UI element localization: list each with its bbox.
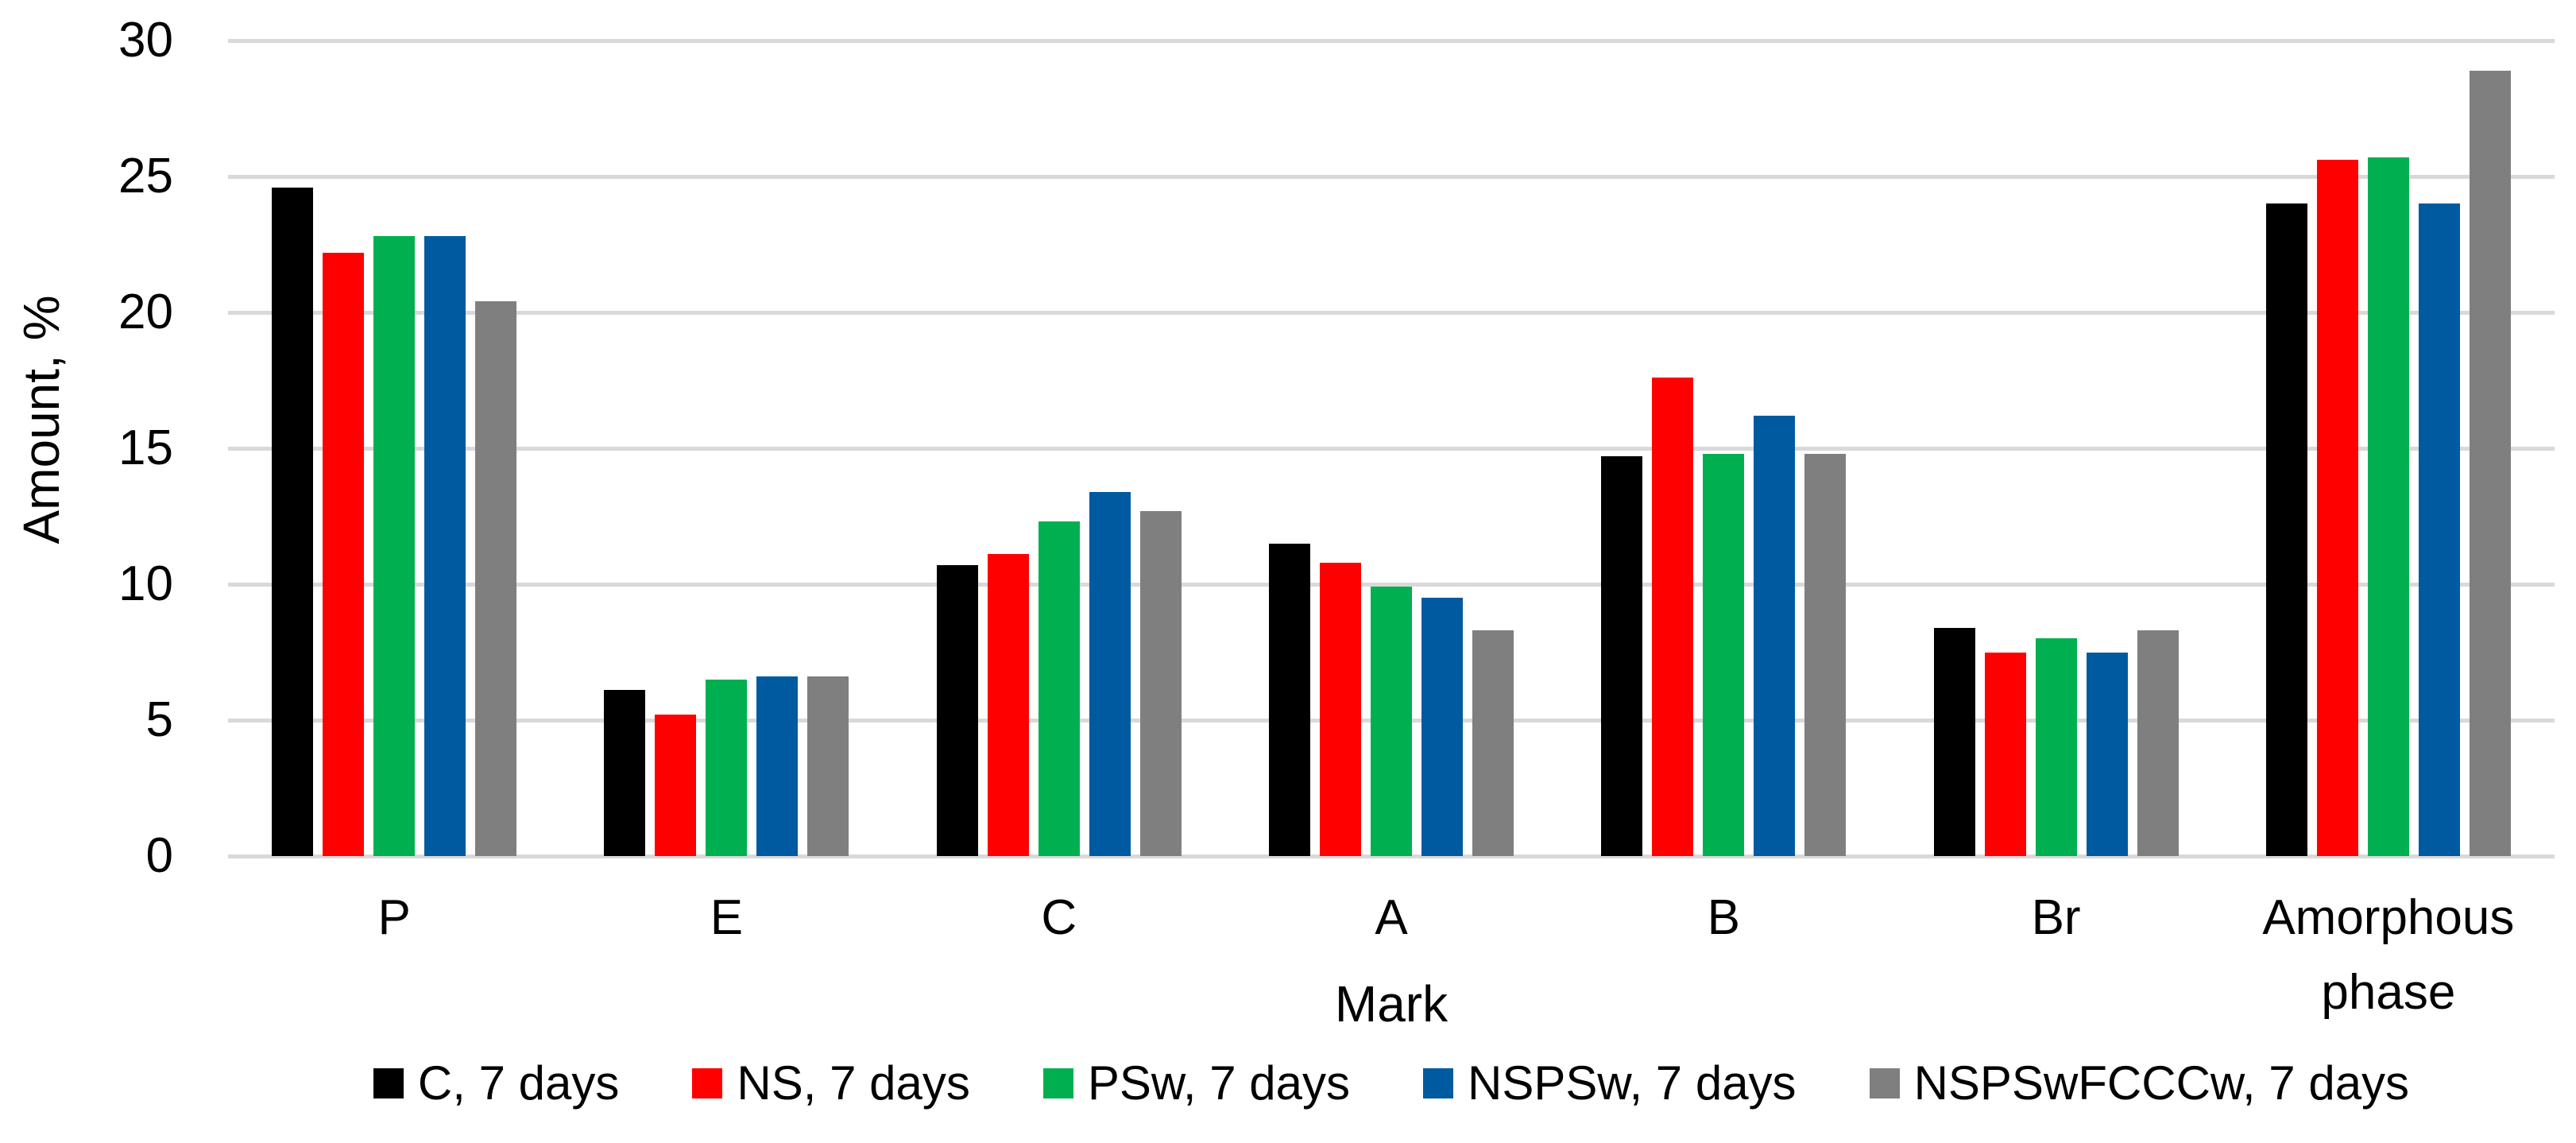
y-tick-label-20: 20 bbox=[118, 285, 173, 339]
bar-NSPSwFCCCw-Amorphous-phase bbox=[2469, 70, 2511, 856]
legend-item-PSw: PSw, 7 days bbox=[1042, 1056, 1351, 1111]
bar-NS-Amorphous-phase bbox=[2316, 160, 2358, 856]
bar-PSw-B bbox=[1703, 453, 1745, 856]
gridline-15 bbox=[228, 447, 2555, 451]
bar-C-P bbox=[272, 187, 314, 856]
gridline-25 bbox=[228, 175, 2555, 179]
bar-NS-A bbox=[1320, 562, 1361, 856]
bar-NSPSw-P bbox=[424, 236, 466, 856]
bar-C-Br bbox=[1933, 627, 1975, 856]
legend-swatch-icon bbox=[692, 1068, 723, 1098]
bar-NSPSwFCCCw-B bbox=[1804, 453, 1847, 856]
gridline-10 bbox=[228, 583, 2555, 587]
bar-C-Amorphous-phase bbox=[2265, 203, 2307, 856]
bar-C-A bbox=[1269, 543, 1310, 856]
bar-NSPSw-Br bbox=[2086, 652, 2128, 856]
legend-item-C: C, 7 days bbox=[373, 1056, 619, 1111]
legend-label: NS, 7 days bbox=[737, 1056, 970, 1110]
bar-NSPSw-C bbox=[1089, 491, 1131, 856]
x-category-label-P: P bbox=[377, 890, 411, 945]
legend-swatch-icon bbox=[1869, 1068, 1900, 1098]
x-category-label-Amorphous-phase: Amorphous phase bbox=[2262, 890, 2515, 1020]
legend-label: C, 7 days bbox=[417, 1056, 620, 1110]
x-category-label-B: B bbox=[1707, 890, 1740, 945]
legend-item-NSPSw: NSPSw, 7 days bbox=[1423, 1056, 1797, 1111]
bar-NS-Br bbox=[1984, 652, 2026, 856]
bar-NSPSwFCCCw-P bbox=[475, 301, 517, 856]
bar-C-C bbox=[936, 565, 978, 856]
bar-NSPSw-B bbox=[1754, 415, 1796, 856]
legend-item-NS: NS, 7 days bbox=[692, 1056, 970, 1111]
bar-PSw-Br bbox=[2035, 638, 2077, 856]
x-category-label-Br: Br bbox=[2031, 890, 2081, 945]
legend-label: NSPSw, 7 days bbox=[1468, 1056, 1797, 1110]
bar-NSPSwFCCCw-Br bbox=[2137, 630, 2179, 856]
legend-swatch-icon bbox=[1423, 1068, 1454, 1098]
y-tick-label-0: 0 bbox=[145, 828, 173, 883]
legend-swatch-icon bbox=[1042, 1068, 1073, 1098]
bar-NSPSwFCCCw-A bbox=[1472, 630, 1514, 856]
gridline-20 bbox=[228, 311, 2555, 315]
y-tick-label-25: 25 bbox=[118, 149, 173, 203]
bar-NS-E bbox=[655, 715, 697, 856]
bar-NSPSw-A bbox=[1421, 598, 1463, 856]
legend-item-NSPSwFCCCw: NSPSwFCCCw, 7 days bbox=[1869, 1056, 2410, 1111]
bar-NS-C bbox=[987, 554, 1029, 856]
bar-NS-B bbox=[1652, 378, 1694, 856]
bar-NSPSw-E bbox=[756, 676, 799, 856]
bar-C-B bbox=[1601, 456, 1643, 856]
bar-PSw-A bbox=[1371, 587, 1412, 856]
x-category-label-C: C bbox=[1041, 890, 1077, 945]
x-category-label-A: A bbox=[1375, 890, 1408, 945]
y-tick-label-30: 30 bbox=[118, 13, 173, 68]
y-tick-label-10: 10 bbox=[118, 556, 173, 611]
bar-PSw-E bbox=[706, 679, 748, 856]
bar-NSPSw-Amorphous-phase bbox=[2418, 203, 2460, 856]
bar-NSPSwFCCCw-E bbox=[807, 676, 849, 856]
bar-PSw-C bbox=[1038, 521, 1080, 856]
legend: C, 7 days NS, 7 days PSw, 7 days NSPSw, 7 d… bbox=[228, 1048, 2555, 1119]
gridline-0 bbox=[228, 854, 2555, 858]
bar-PSw-Amorphous-phase bbox=[2367, 157, 2409, 856]
bar-NS-P bbox=[323, 252, 365, 856]
gridline-30 bbox=[228, 39, 2555, 43]
legend-label: NSPSwFCCCw, 7 days bbox=[1913, 1056, 2410, 1110]
legend-swatch-icon bbox=[373, 1068, 404, 1098]
bar-NSPSwFCCCw-C bbox=[1139, 510, 1182, 856]
x-axis-title: Mark bbox=[1334, 975, 1449, 1033]
bar-PSw-P bbox=[373, 236, 416, 856]
x-category-label-E: E bbox=[710, 890, 744, 945]
y-tick-label-5: 5 bbox=[145, 692, 173, 747]
y-tick-label-15: 15 bbox=[118, 420, 173, 475]
bar-C-E bbox=[604, 690, 646, 856]
legend-label: PSw, 7 days bbox=[1087, 1056, 1351, 1110]
